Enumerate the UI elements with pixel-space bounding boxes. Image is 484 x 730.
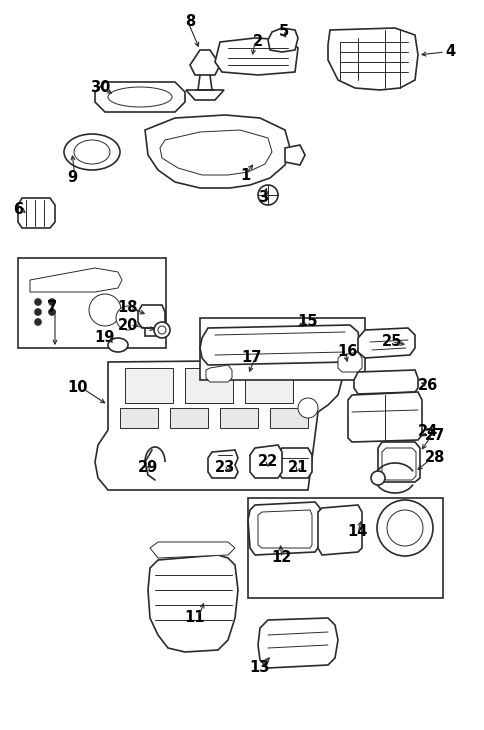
Bar [170,408,208,428]
Circle shape [376,500,432,556]
Bar [18,258,166,348]
Bar [247,498,442,598]
Polygon shape [208,450,238,478]
Circle shape [89,294,121,326]
Text: 24: 24 [417,425,437,439]
Polygon shape [247,502,319,555]
Text: 4: 4 [444,45,454,60]
Text: 21: 21 [287,461,307,475]
Text: 13: 13 [249,661,270,675]
Text: 27: 27 [424,428,444,442]
Circle shape [370,471,384,485]
Text: 30: 30 [90,80,110,96]
Polygon shape [199,325,359,365]
Polygon shape [337,352,361,372]
Bar [220,408,257,428]
Polygon shape [18,198,55,228]
Text: 18: 18 [118,301,138,315]
Circle shape [257,185,277,205]
Text: 1: 1 [240,167,250,182]
Text: 8: 8 [184,15,195,29]
Ellipse shape [108,87,172,107]
Polygon shape [357,328,414,358]
Polygon shape [150,542,235,558]
Polygon shape [160,130,272,175]
Polygon shape [206,365,231,382]
Polygon shape [214,38,297,75]
Polygon shape [348,392,421,442]
Text: 23: 23 [214,461,235,475]
Polygon shape [249,445,281,478]
Polygon shape [190,50,220,75]
Ellipse shape [108,338,128,352]
Text: 26: 26 [417,377,437,393]
Ellipse shape [74,140,110,164]
Polygon shape [285,145,304,165]
Text: 11: 11 [184,610,205,626]
Text: 5: 5 [278,25,288,39]
Text: 7: 7 [47,301,57,315]
Text: 17: 17 [242,350,262,366]
Text: 20: 20 [118,318,138,332]
Ellipse shape [64,134,120,170]
Circle shape [35,299,41,305]
Polygon shape [30,268,122,292]
Polygon shape [138,305,165,328]
Bar [120,408,158,428]
Polygon shape [186,90,224,100]
Text: 28: 28 [424,450,444,466]
Bar [244,368,292,403]
Text: 2: 2 [253,34,262,50]
Polygon shape [95,82,184,112]
Circle shape [158,326,166,334]
Polygon shape [381,448,415,480]
Text: 6: 6 [13,202,23,218]
Circle shape [49,309,55,315]
Polygon shape [257,618,337,668]
Bar [145,328,157,336]
Polygon shape [145,115,289,188]
Text: 22: 22 [257,455,277,469]
Polygon shape [257,510,311,548]
Circle shape [386,510,422,546]
Circle shape [116,306,140,330]
Circle shape [297,398,318,418]
Polygon shape [95,360,341,490]
Text: 15: 15 [297,315,318,329]
Polygon shape [148,555,238,652]
Polygon shape [268,28,297,52]
Polygon shape [353,370,417,394]
Text: 25: 25 [381,334,401,350]
Bar [184,368,232,403]
Text: 19: 19 [94,331,115,345]
Text: 12: 12 [271,550,291,566]
Text: 9: 9 [67,171,77,185]
Bar [270,408,307,428]
Polygon shape [318,505,361,555]
Text: 10: 10 [68,380,88,396]
Text: 16: 16 [337,345,358,359]
Polygon shape [377,442,419,482]
Polygon shape [327,28,417,90]
Bar [199,318,364,380]
Polygon shape [277,448,311,478]
Text: 3: 3 [257,191,268,206]
Text: 29: 29 [137,461,158,475]
Circle shape [154,322,170,338]
Circle shape [35,319,41,325]
Circle shape [49,299,55,305]
Bar [125,368,173,403]
Text: 14: 14 [347,524,367,539]
Circle shape [35,309,41,315]
